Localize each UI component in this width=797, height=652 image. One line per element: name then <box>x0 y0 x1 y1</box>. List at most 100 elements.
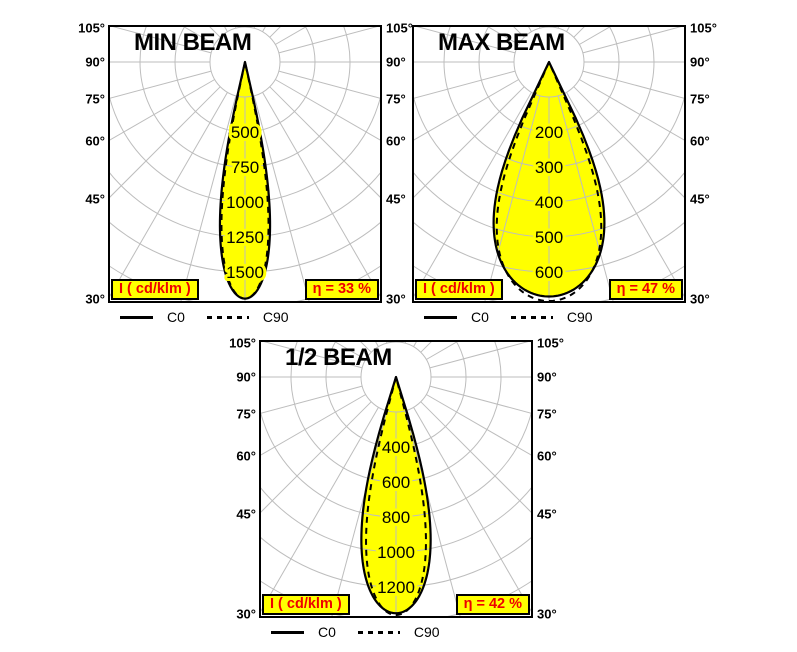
polar-plot: 400 600 800 1000 1200 <box>259 340 533 618</box>
angle-tick-label: 105° <box>537 335 564 351</box>
grid-radial <box>275 25 311 45</box>
ring-value-label: 600 <box>382 473 410 492</box>
angle-tick-label: 30° <box>85 291 105 307</box>
ring-value-label: 1500 <box>226 263 264 282</box>
angle-tick-label: 75° <box>537 406 557 422</box>
grid-radial <box>412 25 516 54</box>
angle-tick-label: 75° <box>690 91 710 107</box>
grid-radial <box>259 394 366 457</box>
c90-line-swatch <box>510 315 553 319</box>
c0-line-swatch <box>120 315 153 319</box>
chart-title: 1/2 BEAM <box>285 344 392 371</box>
c90-label: C90 <box>566 309 593 325</box>
efficiency-badge: η = 33 % <box>304 279 379 300</box>
angle-tick-label: 60° <box>537 448 557 464</box>
angle-tick-label: 90° <box>386 54 406 70</box>
angle-scale-left: 105° 90° 75° 60° 45° 30° <box>226 336 256 622</box>
chart-title: MIN BEAM <box>134 29 252 56</box>
c90-line-swatch <box>206 315 249 319</box>
plot-area: 400 600 800 1000 1200 1/2 BEAM I ( cd/klm ) … <box>259 340 533 618</box>
ring-value-label: 1000 <box>226 193 264 212</box>
angle-scale-right: 105° 90° 75° 60° 45° 30° <box>690 21 720 307</box>
ring-value-label: 300 <box>535 158 563 177</box>
ring-value-label: 500 <box>535 228 563 247</box>
curve-legend: C0 C90 <box>424 308 593 326</box>
angle-tick-label: 75° <box>236 406 256 422</box>
angle-tick-label: 30° <box>236 606 256 622</box>
c90-label: C90 <box>262 309 289 325</box>
grid-radial <box>269 86 382 200</box>
polar-chart-half-beam: 105° 90° 75° 60° 45° 30° 105° 90° 75° 60° 45° 30° … <box>229 336 564 641</box>
plot-area: 500 750 1000 1250 1500 MIN BEAM I ( cd/klm )… <box>108 25 382 303</box>
angle-tick-label: 105° <box>229 335 256 351</box>
efficiency-badge: η = 42 % <box>455 594 530 615</box>
curve-legend: C0 C90 <box>271 623 440 641</box>
chart-title: MAX BEAM <box>438 29 565 56</box>
grid-radial <box>278 25 382 54</box>
grid-radial <box>426 394 533 457</box>
plot-border <box>412 25 686 303</box>
grid-radial <box>275 79 382 142</box>
angle-tick-label: 30° <box>690 291 710 307</box>
polar-chart-max-beam: 105° 90° 75° 60° 45° 30° 200 300 400 500 600 MAX … <box>412 21 717 325</box>
angle-tick-label: 45° <box>85 191 105 207</box>
grid-radial <box>582 25 686 54</box>
grid-radial <box>412 79 519 142</box>
grid-radial <box>330 410 388 618</box>
angle-tick-label: 30° <box>386 291 406 307</box>
plot-border <box>108 25 382 303</box>
unit-label-badge: I ( cd/klm ) <box>111 279 199 300</box>
grid-radial <box>429 385 533 415</box>
grid-radial <box>108 25 212 54</box>
grid-radial <box>420 401 533 515</box>
polar-plot: 500 750 1000 1250 1500 <box>108 25 382 303</box>
angle-tick-label: 90° <box>537 369 557 385</box>
angle-tick-label: 105° <box>78 20 105 36</box>
grid-radial <box>579 79 686 142</box>
angle-scale-right: 105° 90° 75° 60° 45° 30° <box>386 21 416 307</box>
grid-radial <box>404 410 462 618</box>
grid-radial <box>259 385 363 415</box>
angle-scale-right: 105° 90° 75° 60° 45° 30° <box>537 336 567 622</box>
angle-tick-label: 60° <box>690 133 710 149</box>
angle-tick-label: 30° <box>537 606 557 622</box>
plot-area: 200 300 400 500 600 MAX BEAM I ( cd/klm ) η … <box>412 25 686 303</box>
grid-radial <box>573 86 686 200</box>
ring-value-label: 600 <box>535 263 563 282</box>
c90-curve <box>365 376 427 616</box>
grid-radial <box>108 79 215 142</box>
c0-label: C0 <box>167 309 185 325</box>
c90-curve <box>220 61 270 300</box>
angle-tick-label: 90° <box>236 369 256 385</box>
c0-curve <box>492 60 606 298</box>
angle-scale-left: 105° 90° 75° 60° 45° 30° <box>75 21 105 307</box>
efficiency-badge: η = 47 % <box>608 279 683 300</box>
c0-curve <box>360 375 432 615</box>
ring-value-label: 500 <box>231 123 259 142</box>
polar-plot: 200 300 400 500 600 <box>412 25 686 303</box>
grid-radial <box>259 401 372 515</box>
grid-radial <box>483 95 541 303</box>
grid-radial <box>426 340 462 360</box>
angle-tick-label: 45° <box>236 506 256 522</box>
angle-tick-label: 75° <box>386 91 406 107</box>
grid-radial <box>582 70 686 100</box>
angle-tick-label: 105° <box>386 20 413 36</box>
grid-radial <box>429 340 533 369</box>
c0-label: C0 <box>318 624 336 640</box>
grid-radial <box>253 95 311 303</box>
grid-radial <box>259 340 363 369</box>
ring-value-label: 1200 <box>377 578 415 597</box>
curve-legend: C0 C90 <box>120 308 289 326</box>
ring-value-label: 1250 <box>226 228 264 247</box>
c0-line-swatch <box>271 630 304 634</box>
angle-tick-label: 105° <box>690 20 717 36</box>
ring-value-label: 400 <box>535 193 563 212</box>
angle-tick-label: 90° <box>85 54 105 70</box>
grid-radial <box>278 70 382 100</box>
ring-value-label: 400 <box>382 438 410 457</box>
ring-value-label: 800 <box>382 508 410 527</box>
angle-tick-label: 60° <box>85 133 105 149</box>
grid-radial <box>557 95 615 303</box>
